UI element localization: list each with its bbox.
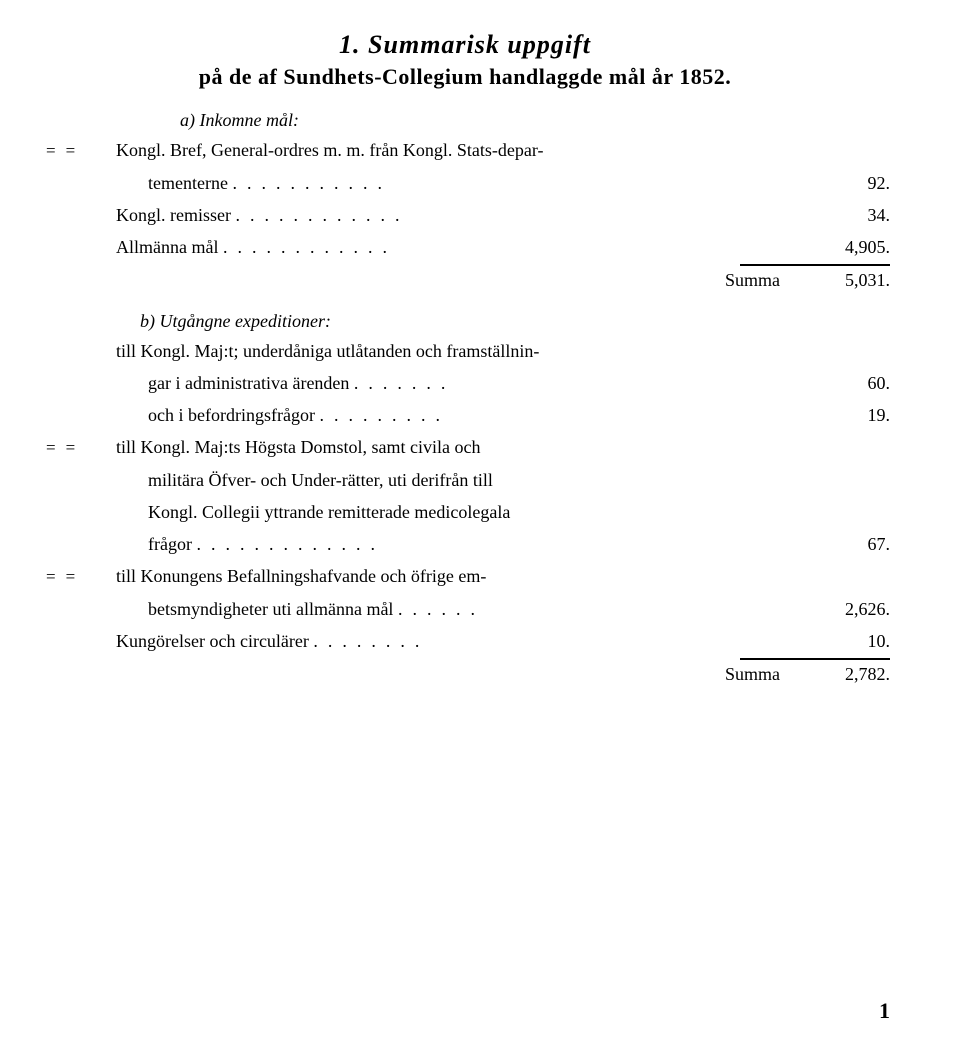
item-text: Kongl. Collegii yttrande remitterade med… xyxy=(116,499,800,525)
item-text: gar i administrativa ärenden ....... xyxy=(116,370,800,396)
list-item: == Kongl. Bref, General-ordres m. m. frå… xyxy=(40,137,890,164)
item-text: och i befordringsfrågor ......... xyxy=(116,402,800,428)
dot-leader: ........... xyxy=(232,173,392,193)
item-value: 60. xyxy=(800,370,890,396)
item-text: till Konungens Befallningshafvande och ö… xyxy=(116,563,800,589)
item-text: Kongl. Bref, General-ordres m. m. från K… xyxy=(116,137,800,163)
dot-leader: ........ xyxy=(313,631,429,651)
item-text: Kungörelser och circulärer ........ xyxy=(116,628,800,654)
equals-marker: == xyxy=(40,565,116,590)
sum-label: Summa xyxy=(40,270,800,291)
equals-marker: == xyxy=(40,139,116,164)
sum-value: 2,782. xyxy=(800,664,890,685)
dot-leader: ............ xyxy=(235,205,409,225)
item-text: betsmyndigheter uti allmänna mål ...... xyxy=(116,596,800,622)
dot-leader: ............ xyxy=(223,237,397,257)
list-item: == till Konungens Befallningshafvande oc… xyxy=(40,563,890,590)
sum-row: Summa 5,031. xyxy=(40,270,890,291)
equals-marker: == xyxy=(40,436,116,461)
item-value: 92. xyxy=(800,170,890,196)
item-text: frågor ............. xyxy=(116,531,800,557)
item-text: till Kongl. Maj:t; underdåniga utlåtande… xyxy=(116,338,800,364)
list-item: tementerne ........... 92. xyxy=(40,170,890,196)
list-item: till Kongl. Maj:t; underdåniga utlåtande… xyxy=(40,338,890,364)
section-b-label: b) Utgångne expeditioner: xyxy=(140,311,890,332)
list-item: militära Öfver- och Under-rätter, uti de… xyxy=(40,467,890,493)
section-a-label: a) Inkomne mål: xyxy=(180,110,890,131)
list-item: Kongl. Collegii yttrande remitterade med… xyxy=(40,499,890,525)
item-value: 2,626. xyxy=(800,596,890,622)
item-text: tementerne ........... xyxy=(116,170,800,196)
item-value: 10. xyxy=(800,628,890,654)
title-sub: på de af Sundhets-Collegium handlaggde m… xyxy=(40,64,890,90)
sum-label: Summa xyxy=(40,664,800,685)
document-page: 1. Summarisk uppgift på de af Sundhets-C… xyxy=(0,0,960,1044)
horizontal-rule xyxy=(740,264,890,266)
list-item: Allmänna mål ............ 4,905. xyxy=(40,234,890,260)
list-item: gar i administrativa ärenden ....... 60. xyxy=(40,370,890,396)
item-value: 67. xyxy=(800,531,890,557)
item-value: 34. xyxy=(800,202,890,228)
dot-leader: ....... xyxy=(354,373,456,393)
list-item: frågor ............. 67. xyxy=(40,531,890,557)
item-value: 19. xyxy=(800,402,890,428)
item-text: militära Öfver- och Under-rätter, uti de… xyxy=(116,467,800,493)
item-text: Kongl. remisser ............ xyxy=(116,202,800,228)
page-number: 1 xyxy=(879,998,890,1024)
item-text: till Kongl. Maj:ts Högsta Domstol, samt … xyxy=(116,434,800,460)
list-item: och i befordringsfrågor ......... 19. xyxy=(40,402,890,428)
list-item: == till Kongl. Maj:ts Högsta Domstol, sa… xyxy=(40,434,890,461)
dot-leader: ......... xyxy=(319,405,450,425)
sum-value: 5,031. xyxy=(800,270,890,291)
item-text: Allmänna mål ............ xyxy=(116,234,800,260)
sum-row: Summa 2,782. xyxy=(40,664,890,685)
dot-leader: ...... xyxy=(398,599,485,619)
list-item: betsmyndigheter uti allmänna mål ...... … xyxy=(40,596,890,622)
title-main: 1. Summarisk uppgift xyxy=(40,30,890,60)
horizontal-rule xyxy=(740,658,890,660)
list-item: Kongl. remisser ............ 34. xyxy=(40,202,890,228)
dot-leader: ............. xyxy=(196,534,385,554)
list-item: Kungörelser och circulärer ........ 10. xyxy=(40,628,890,654)
item-value: 4,905. xyxy=(800,234,890,260)
